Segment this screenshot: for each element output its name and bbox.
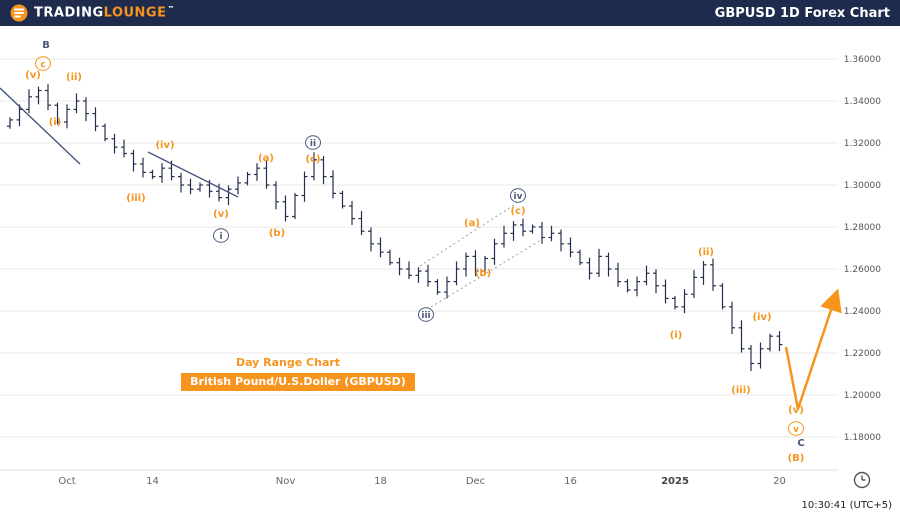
wave-label: (iv): [752, 312, 771, 323]
x-axis-tick: 2025: [661, 476, 689, 487]
wave-label: (a): [464, 218, 480, 229]
wave-label: ii: [310, 139, 316, 149]
wave-label: v: [793, 425, 799, 435]
wave-label: (iii): [126, 193, 145, 204]
wave-label-circle: [510, 188, 526, 203]
tradinglounge-logo-icon: [10, 4, 28, 22]
wave-label: (iv): [155, 140, 174, 151]
y-axis-tick: 1.28000: [844, 223, 881, 233]
y-axis-tick: 1.20000: [844, 391, 881, 401]
wave-label: (b): [269, 228, 285, 239]
x-axis-tick: 20: [773, 476, 786, 487]
projection-arrow-path: [784, 288, 842, 411]
price-bars: [7, 84, 783, 372]
y-axis-tick: 1.24000: [844, 307, 881, 317]
wave-label: (a): [258, 153, 274, 164]
wave-label: C: [797, 438, 804, 449]
trendline: [147, 151, 239, 198]
clock-icon[interactable]: [851, 469, 873, 491]
wave-label: (b): [475, 268, 491, 279]
wave-label: (ii): [698, 247, 714, 258]
wave-annotations: Bc(v) (ii)(i)(iii)(iv)(v)i(a)(b)ii(c)iii(…: [25, 40, 805, 464]
wave-label: (i): [49, 117, 62, 128]
channel-line-dotted: [430, 239, 542, 308]
chart-title: GBPUSD 1D Forex Chart: [714, 5, 890, 21]
wave-label: (c): [305, 154, 320, 165]
wave-label: (c): [510, 206, 525, 217]
wave-label-circle: [35, 56, 51, 71]
y-axis-tick: 1.22000: [844, 349, 881, 359]
wave-label: (ii): [66, 72, 82, 83]
y-axis-tick: 1.26000: [844, 265, 881, 275]
brand-trademark: ™: [167, 5, 175, 14]
brand: TRADINGLOUNGE™: [10, 4, 175, 22]
wave-label: (i): [670, 330, 683, 341]
x-axis-tick: Nov: [276, 476, 296, 487]
timestamp-label: 10:30:41 (UTC+5): [801, 500, 892, 511]
brand-trading: TRADING: [34, 5, 104, 21]
y-axis-tick: 1.32000: [844, 139, 881, 149]
trendlines: [0, 87, 239, 198]
x-axis-tick: 18: [374, 476, 387, 487]
x-axis-tick: Dec: [466, 476, 485, 487]
y-axis-tick: 1.36000: [844, 55, 881, 65]
y-axis-tick: 1.30000: [844, 181, 881, 191]
wave-label: (iii): [731, 385, 750, 396]
wave-label: i: [219, 232, 222, 242]
wave-label: B: [42, 40, 50, 51]
wave-label-circle: [213, 228, 229, 243]
x-axis-tick: Oct: [58, 476, 75, 487]
brand-text: TRADINGLOUNGE™: [34, 5, 175, 20]
trendline: [0, 87, 81, 165]
gridlines: [0, 58, 838, 471]
wave-label-circle: [788, 421, 804, 436]
brand-lounge: LOUNGE: [103, 5, 167, 21]
wave-label: (v): [213, 209, 229, 220]
wave-label: iv: [514, 192, 523, 202]
header-bar: TRADINGLOUNGE™ GBPUSD 1D Forex Chart: [0, 0, 900, 26]
x-axis-tick: 14: [146, 476, 159, 487]
wave-label-circle: [305, 135, 321, 150]
day-range-label: Day Range Chart: [235, 356, 341, 369]
dotted-channel-lines: [419, 202, 542, 308]
wave-label: (v): [25, 70, 41, 81]
wave-label: iii: [421, 311, 430, 321]
wave-label: (v): [788, 405, 804, 416]
projection-arrow: [784, 288, 842, 411]
wave-label-circle: [418, 307, 434, 322]
axis-labels: 1.36000 1.34000 1.32000 1.30000 1.28000 1.260…: [58, 55, 881, 487]
clock-icon-glyph: [853, 471, 871, 489]
instrument-badge: British Pound/U.S.Doller (GBPUSD): [181, 373, 415, 391]
channel-line-dotted: [419, 202, 518, 267]
y-axis-tick: 1.18000: [844, 433, 881, 443]
x-axis-tick: 16: [564, 476, 577, 487]
wave-label: c: [40, 60, 45, 70]
wave-label: (B): [788, 453, 805, 464]
y-axis-tick: 1.34000: [844, 97, 881, 107]
